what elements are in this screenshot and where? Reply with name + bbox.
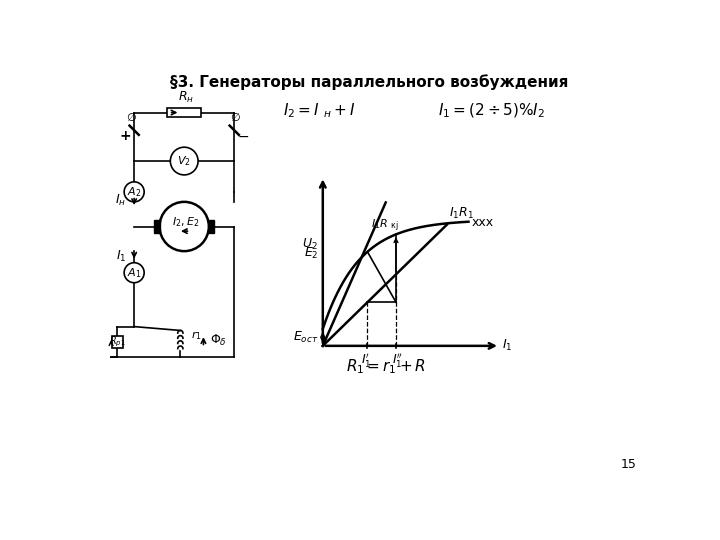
Text: $R_{р1}$: $R_{р1}$ [109, 335, 125, 349]
Circle shape [124, 262, 144, 283]
Text: 15: 15 [621, 458, 637, 471]
Text: §3. Генераторы параллельного возбуждения: §3. Генераторы параллельного возбуждения [170, 74, 568, 90]
Text: $I_1 = (2\div 5)\%I_2$: $I_1 = (2\div 5)\%I_2$ [438, 102, 546, 120]
Text: $R_1 = r_1 + R$: $R_1 = r_1 + R$ [346, 357, 426, 376]
Text: $I_1R_1$: $I_1R_1$ [449, 206, 474, 221]
Bar [209, 220, 215, 233]
Text: $\emptyset$: $\emptyset$ [125, 111, 137, 123]
Text: $I_1$: $I_1$ [116, 249, 127, 265]
Text: $E_{ост}$: $E_{ост}$ [293, 330, 318, 345]
Bar [167, 108, 201, 117]
Text: $I_1''$: $I_1''$ [392, 351, 403, 369]
Text: +: + [119, 130, 131, 144]
Text: $I_1R\ _{\text{кj}}$: $I_1R\ _{\text{кj}}$ [371, 218, 399, 234]
Circle shape [124, 182, 144, 202]
Circle shape [171, 147, 198, 175]
Text: $A_1$: $A_1$ [127, 266, 141, 280]
Text: $U_2$: $U_2$ [302, 237, 318, 252]
Text: $I_н$: $I_н$ [115, 193, 127, 208]
Text: $E_2$: $E_2$ [304, 246, 318, 261]
Text: $\Phi_\delta$: $\Phi_\delta$ [210, 333, 227, 348]
Text: $V_2$: $V_2$ [177, 154, 191, 168]
Text: $r_1$: $r_1$ [191, 329, 202, 342]
Text: $I_1$: $I_1$ [503, 338, 513, 353]
Text: $A_2$: $A_2$ [127, 185, 141, 199]
Text: $I_2 = I\ _н+ I$: $I_2 = I\ _н+ I$ [283, 102, 355, 120]
Text: $I_2, E_2$: $I_2, E_2$ [172, 215, 199, 229]
Text: xxx: xxx [472, 217, 494, 230]
Bar [112, 336, 122, 348]
Text: $R_н$: $R_н$ [178, 90, 194, 105]
Text: $I_1'$: $I_1'$ [361, 351, 371, 369]
Circle shape [160, 202, 209, 251]
Text: −: − [238, 130, 249, 144]
Text: $\emptyset$: $\emptyset$ [230, 111, 241, 123]
Bar [154, 220, 160, 233]
